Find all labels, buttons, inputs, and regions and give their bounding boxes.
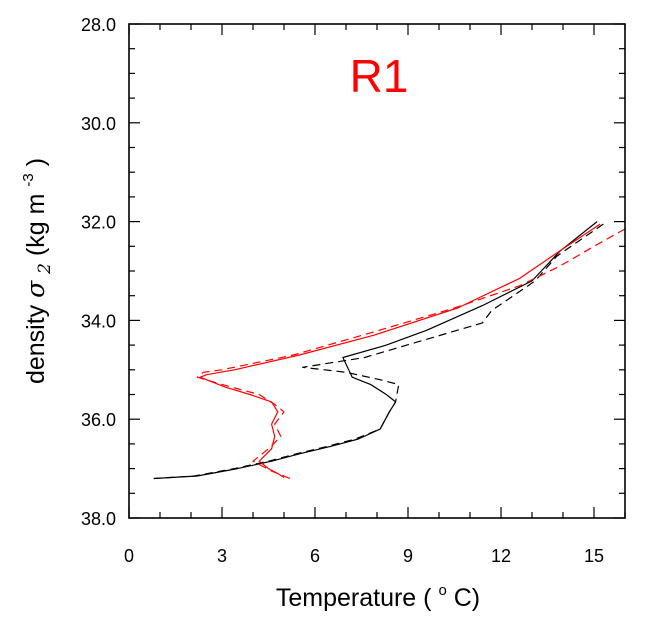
y-axis-title-units: (kg m: [22, 194, 50, 257]
x-axis-title-sup: o: [438, 582, 446, 599]
y-axis-title-tail: ): [22, 158, 50, 166]
series-line-4: [196, 228, 625, 480]
tick-labels-layer: 0 3 6 9 12 15 28.0 30.0 32.0 34.0 36.0 38.0: [81, 15, 604, 566]
y-tick-label: 36.0: [81, 410, 116, 430]
x-tick-label: 15: [584, 546, 604, 566]
x-axis-title-text: Temperature (: [276, 584, 432, 612]
y-axis-title-symbol: σ: [21, 280, 50, 298]
y-axis-title-sup: -3: [20, 173, 37, 186]
y-tick-label: 34.0: [81, 311, 116, 331]
x-axis-title: Temperature ( o C): [276, 573, 480, 612]
x-axis-title-tail: C): [454, 584, 480, 612]
panel-label: R1: [350, 50, 409, 102]
series-line-3: [199, 223, 601, 479]
y-axis-title-prefix: density: [22, 298, 50, 384]
y-tick-label: 28.0: [81, 15, 116, 35]
x-tick-label: 6: [310, 546, 320, 566]
y-tick-label: 38.0: [81, 509, 116, 529]
y-tick-label: 30.0: [81, 114, 116, 134]
y-axis-title: density σ 2 (kg m -3 ): [11, 158, 56, 384]
x-tick-label: 12: [491, 546, 511, 566]
series-line-2: [153, 223, 604, 480]
x-tick-label: 9: [403, 546, 413, 566]
x-tick-label: 3: [217, 546, 227, 566]
x-tick-label: 0: [124, 546, 134, 566]
y-axis-title-symbol-sub: 2: [35, 263, 55, 275]
y-tick-label: 32.0: [81, 213, 116, 233]
ticks-layer: [128, 23, 626, 519]
series-line-1: [153, 221, 598, 480]
series-layer: [153, 221, 625, 480]
